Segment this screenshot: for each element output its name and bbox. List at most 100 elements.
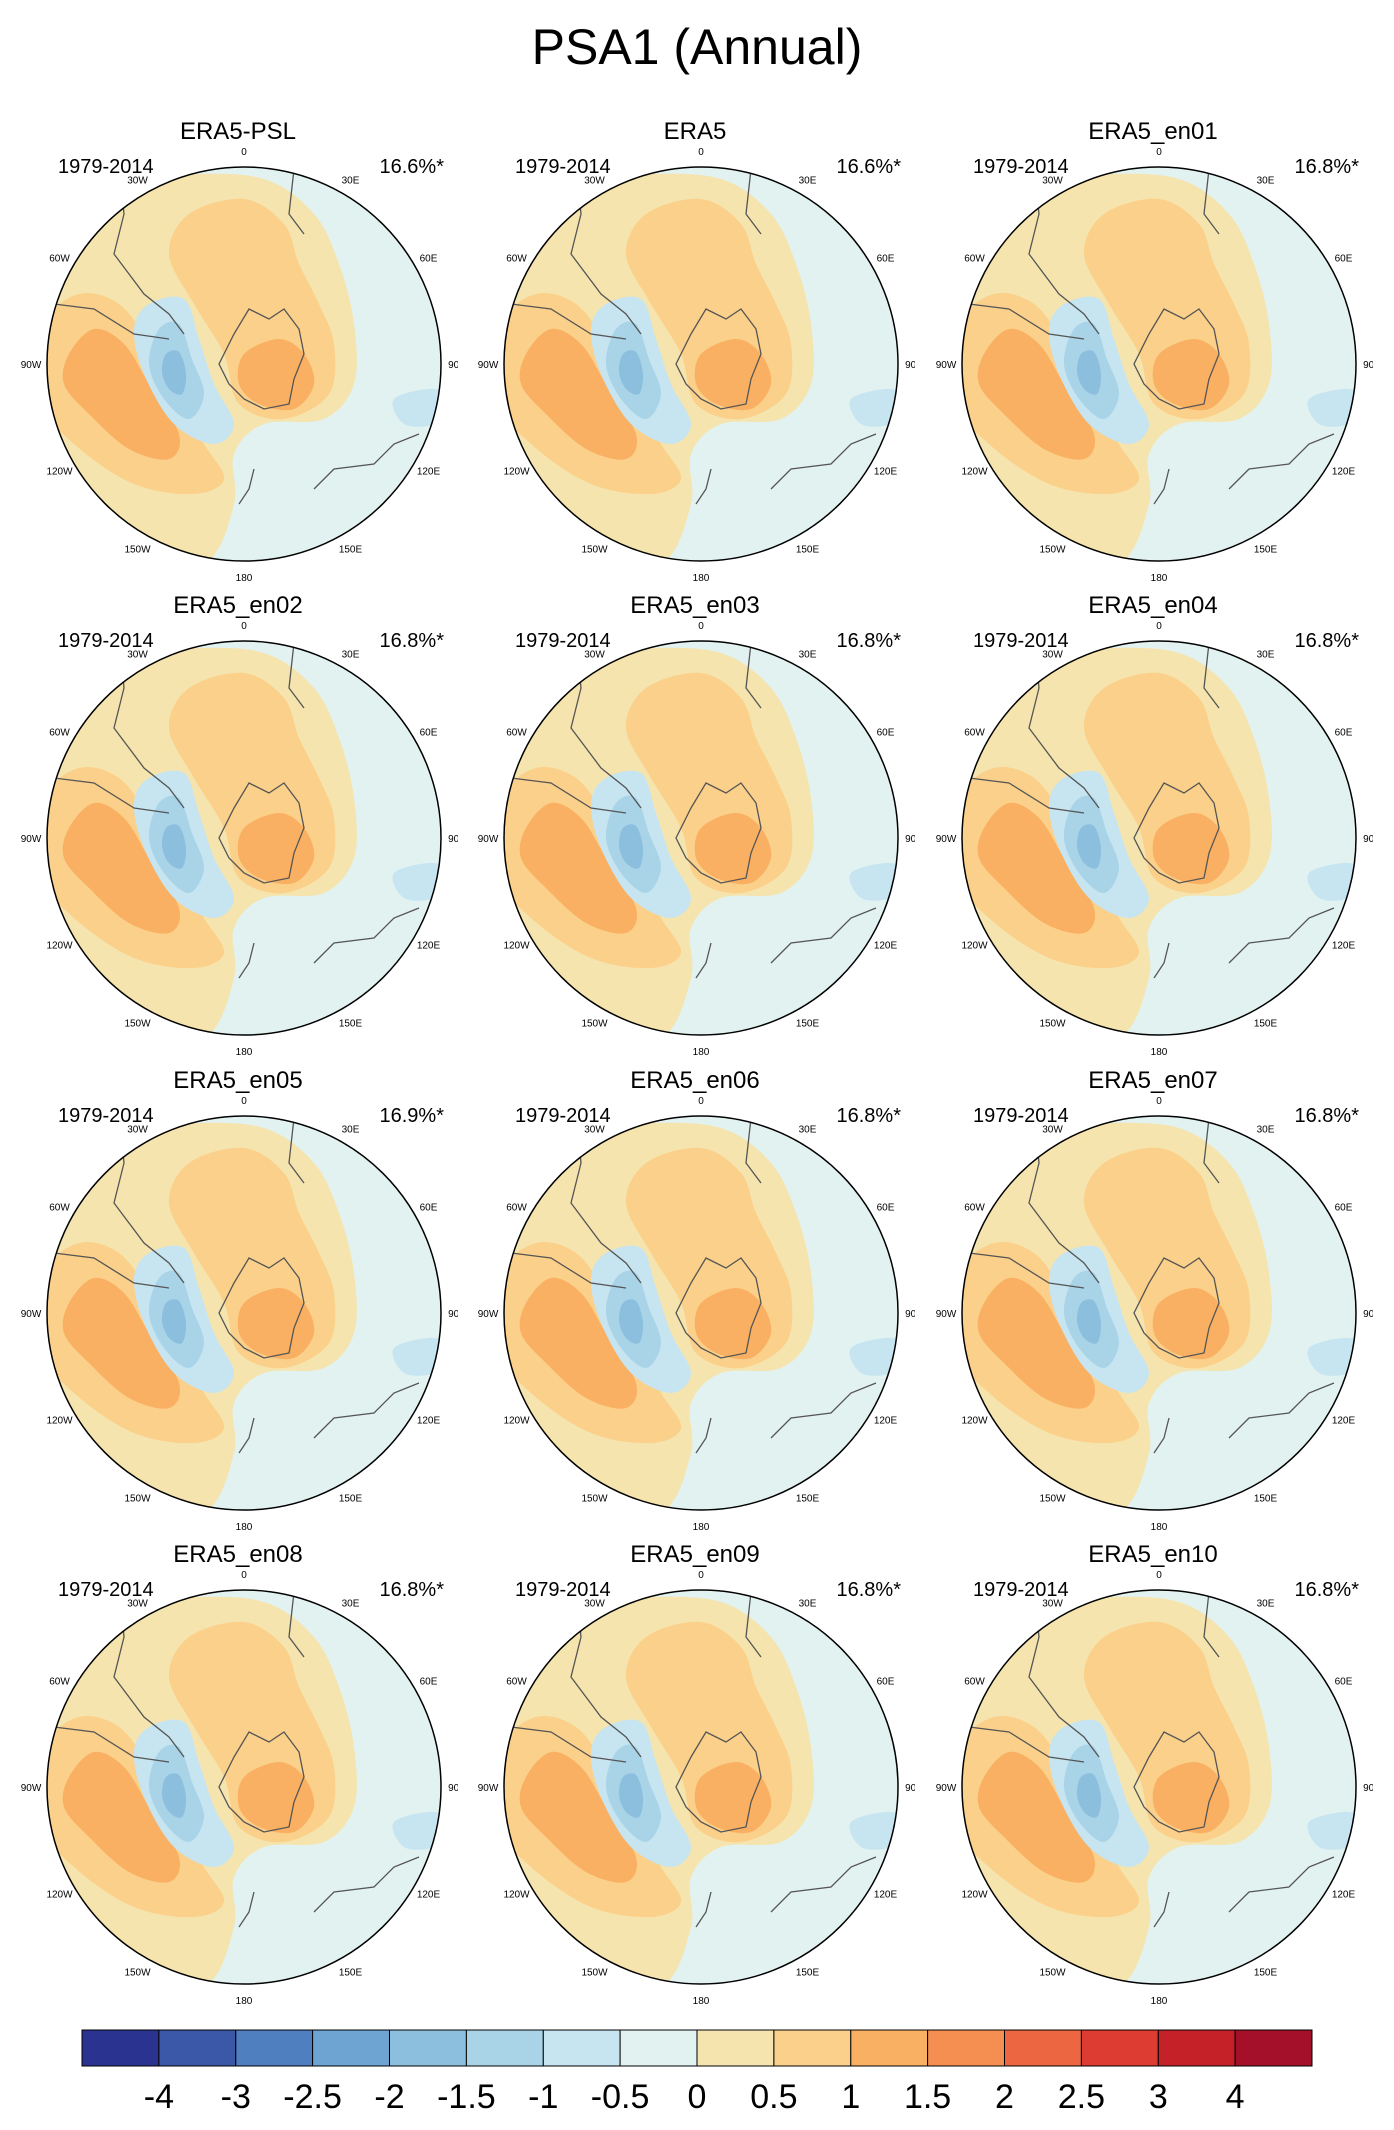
colorbar-tick-label: -0.5 [591, 2078, 650, 2116]
lon-label: 30W [584, 650, 605, 661]
lon-label: 60E [1335, 254, 1353, 265]
map-border [961, 166, 1357, 562]
map-border [961, 640, 1357, 1036]
colorbar-tick-label: 0 [688, 2078, 707, 2116]
lon-label: 180 [693, 1522, 710, 1533]
lon-label: 60W [49, 1203, 70, 1214]
coastline [1228, 433, 1335, 490]
lon-label: 90W [21, 834, 42, 845]
contour-fill-neg-1.5 [618, 1299, 644, 1344]
contour-fill-1-1.5 [237, 1288, 315, 1360]
colorbar-box [542, 2029, 621, 2067]
colorbar-tick-label: 2.5 [1058, 2078, 1105, 2116]
colorbar-tick-label: 4 [1226, 2078, 1245, 2116]
lon-label: 60W [964, 728, 985, 739]
lon-label: 150E [796, 1968, 820, 1979]
lon-label: 60E [1335, 728, 1353, 739]
lon-label: 90E [1363, 1783, 1373, 1794]
lon-label: 90W [936, 360, 957, 371]
coastline [695, 942, 712, 979]
lon-label: 150E [1254, 1494, 1278, 1505]
coastline [968, 777, 1085, 814]
coastline [288, 642, 305, 709]
lon-label: 90E [1363, 1309, 1373, 1320]
lon-label: 90W [478, 1783, 499, 1794]
lon-label: 120W [46, 1416, 73, 1427]
coastline [770, 433, 877, 490]
lon-label: 0 [241, 1096, 247, 1107]
lon-label: 0 [241, 621, 247, 632]
contour-fill-1-1.5 [977, 802, 1096, 934]
lon-label: 150W [581, 1019, 608, 1030]
contour-fill-1-1.5 [62, 1277, 181, 1409]
coastline [770, 907, 877, 964]
lon-label: 60W [506, 1677, 527, 1688]
lon-label: 30W [127, 1599, 148, 1610]
lon-label: 180 [1151, 573, 1168, 584]
contour-fill-1-1.5 [977, 328, 1096, 460]
polar-map: 0 30E 60E 90E 120E 150E 180 150W 120W 90W 60W 30W [21, 1096, 458, 1533]
lon-label: 120E [874, 941, 898, 952]
lon-label: 60E [420, 728, 438, 739]
continent-outline [218, 1731, 305, 1833]
lon-label: 90W [936, 1783, 957, 1794]
contour-fill-1-1.5 [694, 339, 772, 411]
coastline [1203, 1117, 1220, 1184]
colorbar-box [1004, 2029, 1082, 2067]
lon-label: 30W [1042, 176, 1063, 187]
map-border [503, 1115, 899, 1511]
period-label: 1979-2014 [515, 630, 611, 652]
map-panel: 0 30E 60E 90E 120E 150E 180 150W 120W 90W 60W 30W ER… [933, 1541, 1373, 2011]
panel-title: ERA5_en01 [1088, 118, 1218, 145]
map-panel: 0 30E 60E 90E 120E 150E 180 150W 120W 90W 60W 30W ER… [475, 1067, 915, 1537]
continent-outline [675, 1731, 762, 1833]
colorbar-tick-label: -1.5 [437, 2078, 496, 2116]
colorbar-box [465, 2029, 544, 2067]
coastline [1203, 642, 1220, 709]
polar-map: 0 30E 60E 90E 120E 150E 180 150W 120W 90W 60W 30W [478, 1570, 915, 2007]
lon-label: 0 [698, 621, 704, 632]
continent-outline [1133, 782, 1220, 884]
lon-label: 60E [1335, 1677, 1353, 1688]
panel-title: ERA5_en10 [1088, 1541, 1218, 1568]
polar-map: 0 30E 60E 90E 120E 150E 180 150W 120W 90W 60W 30W [21, 1570, 458, 2007]
lon-label: 60E [1335, 1203, 1353, 1214]
coastline [313, 907, 420, 964]
coastline [288, 1591, 305, 1658]
continent-outline [1133, 308, 1220, 410]
lon-label: 180 [1151, 1047, 1168, 1058]
colorbar-tick-label: -4 [144, 2078, 174, 2116]
map-border [46, 1115, 442, 1511]
coastline [1153, 1417, 1170, 1454]
coastline [313, 1856, 420, 1913]
continent-outline [1133, 1731, 1220, 1833]
lon-label: 90E [905, 1309, 915, 1320]
period-label: 1979-2014 [58, 630, 154, 652]
contour-fill-1-1.5 [62, 328, 181, 460]
lon-label: 60W [49, 728, 70, 739]
variance-label: 16.8%* [379, 1579, 445, 1601]
contour-fill-1-1.5 [237, 1762, 315, 1834]
lon-label: 60E [877, 1203, 895, 1214]
variance-label: 16.8%* [1294, 630, 1360, 652]
continent-outline [218, 782, 305, 884]
lon-label: 120E [1332, 1890, 1356, 1901]
contour-fill-neg-1.5 [618, 824, 644, 869]
lon-label: 60W [506, 1203, 527, 1214]
contour-fill-neg-1.5 [1076, 824, 1102, 869]
coastline [53, 1252, 170, 1289]
lon-label: 30W [1042, 1599, 1063, 1610]
lon-label: 30W [584, 1599, 605, 1610]
period-label: 1979-2014 [973, 630, 1069, 652]
map-panel: 0 30E 60E 90E 120E 150E 180 150W 120W 90W 60W 30W ER… [18, 1541, 458, 2011]
panel-title: ERA5_en03 [630, 592, 760, 619]
contour-fill-1-1.5 [519, 328, 638, 460]
lon-label: 120E [1332, 467, 1356, 478]
colorbar-box [158, 2029, 237, 2067]
lon-label: 90W [21, 1309, 42, 1320]
lon-label: 60W [49, 254, 70, 265]
polar-map: 0 30E 60E 90E 120E 150E 180 150W 120W 90W 60W 30W [478, 1096, 915, 1533]
coastline [510, 1726, 627, 1763]
lon-label: 180 [693, 1996, 710, 2007]
contour-fill-1-1.5 [694, 1762, 772, 1834]
